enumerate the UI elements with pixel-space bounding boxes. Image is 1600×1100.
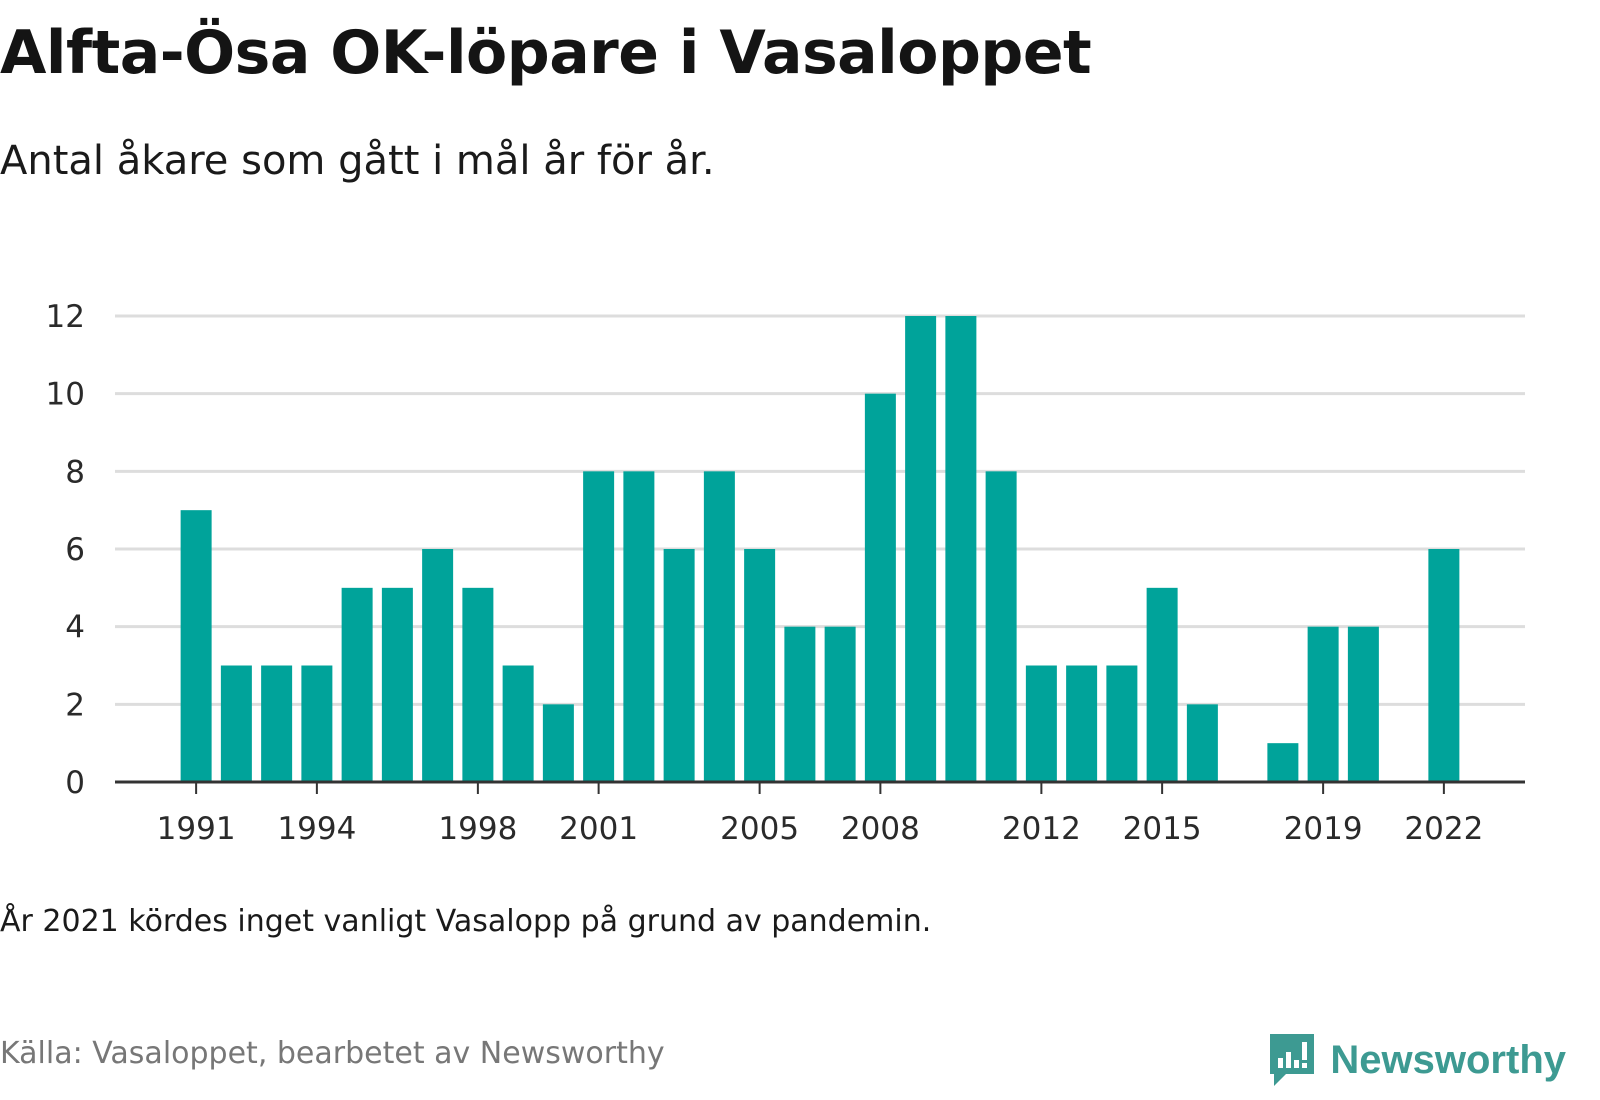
x-tick-label: 1994	[277, 811, 356, 847]
bar-1999	[502, 665, 534, 782]
y-tick-label: 6	[65, 532, 85, 568]
bar-2012	[1025, 665, 1057, 782]
y-axis-labels: 0 2 4 6 8 10 12	[46, 299, 85, 801]
bar-2010	[945, 316, 977, 782]
bar-1994	[301, 665, 333, 782]
y-tick-label: 0	[65, 765, 85, 801]
x-tick-label: 2019	[1284, 811, 1363, 847]
chart-title: Alfta-Ösa OK-löpare i Vasaloppet	[0, 18, 1092, 88]
bar-2002	[623, 471, 655, 782]
source-text: Källa: Vasaloppet, bearbetet av Newswort…	[0, 1036, 665, 1071]
x-tick-label: 2022	[1404, 811, 1483, 847]
bar-2009	[905, 316, 937, 782]
footnote: År 2021 kördes inget vanligt Vasalopp på…	[0, 904, 932, 939]
x-tick-label: 2015	[1123, 811, 1202, 847]
bar-2007	[824, 626, 856, 782]
brand-name: Newsworthy	[1330, 1037, 1566, 1082]
bar-2015	[1146, 587, 1178, 782]
bar-1993	[261, 665, 293, 782]
y-tick-label: 8	[65, 454, 85, 490]
bar-1995	[341, 587, 373, 782]
bar-2003	[663, 549, 695, 782]
bar-2006	[784, 626, 816, 782]
bar-2019	[1307, 626, 1339, 782]
x-tick-label: 2012	[1002, 811, 1081, 847]
bars	[180, 316, 1460, 782]
bar-2018	[1267, 743, 1299, 782]
y-tick-label: 10	[46, 377, 85, 413]
bar-chart: 0 2 4 6 8 10 12 1991 1994 1998 2001 2005 2008 2012 20…	[46, 299, 1525, 847]
bar-1997	[422, 549, 454, 782]
bar-2001	[583, 471, 615, 782]
bar-1998	[462, 587, 494, 782]
bar-2014	[1106, 665, 1138, 782]
y-tick-label: 4	[65, 610, 85, 646]
x-tick-label: 1991	[157, 811, 236, 847]
x-axis-labels: 1991 1994 1998 2001 2005 2008 2012 2015 2019 2022	[157, 811, 1484, 847]
bar-2011	[985, 471, 1017, 782]
bar-1991	[180, 510, 212, 782]
bar-2022	[1428, 549, 1460, 782]
newsworthy-logo-icon	[1270, 1034, 1315, 1086]
bar-1996	[381, 587, 413, 782]
y-tick-label: 2	[65, 687, 85, 723]
bar-2008	[864, 393, 896, 782]
chart-subtitle: Antal åkare som gått i mål år för år.	[0, 138, 715, 184]
bar-2005	[744, 549, 776, 782]
brand-logo[interactable]: Newsworthy	[1266, 1030, 1566, 1090]
bar-2020	[1347, 626, 1379, 782]
x-axis	[115, 780, 1525, 794]
bar-2004	[703, 471, 735, 782]
y-tick-label: 12	[46, 299, 85, 335]
bar-2000	[542, 704, 574, 782]
bar-1992	[220, 665, 252, 782]
bar-2013	[1066, 665, 1098, 782]
x-tick-label: 2008	[841, 811, 920, 847]
x-tick-label: 1998	[438, 811, 517, 847]
bar-2016	[1186, 704, 1218, 782]
x-tick-label: 2005	[720, 811, 799, 847]
x-tick-label: 2001	[559, 811, 638, 847]
